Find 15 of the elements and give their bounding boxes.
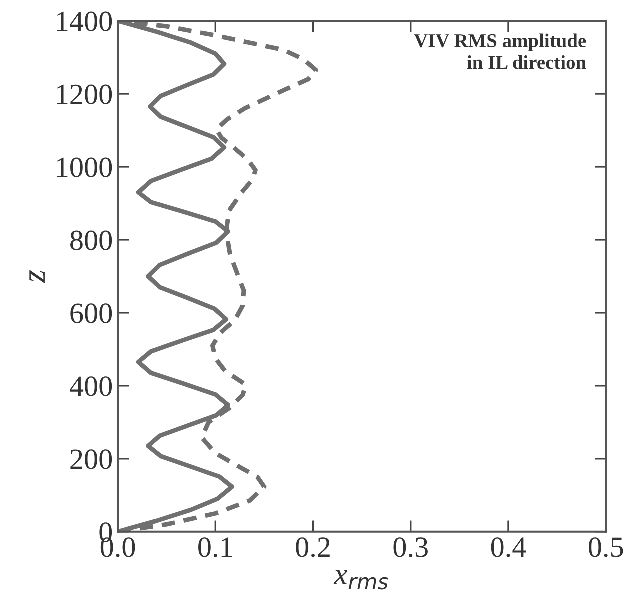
x-tick-label: 0.1 [198,538,232,558]
x-axis-title: x$_{rms}$ [334,570,388,590]
y-axis-title: z [30,270,45,284]
x-tick-label: 0.4 [491,538,526,558]
y-tick-label: 600 [70,304,112,324]
y-tick-label: 400 [70,376,112,396]
x-tick-label: 0.5 [588,538,624,558]
annotation: VIV RMS amplitude in IL direction [414,34,586,70]
x-tick-label: 0.3 [394,538,428,558]
y-tick-label: 200 [70,450,112,470]
y-tick-label: 1000 [57,158,112,178]
x-tick-label: 0.2 [296,538,330,558]
y-tick-label: 1400 [57,12,112,32]
y-tick-label: 800 [70,230,112,250]
y-tick-label: 1200 [57,84,112,104]
